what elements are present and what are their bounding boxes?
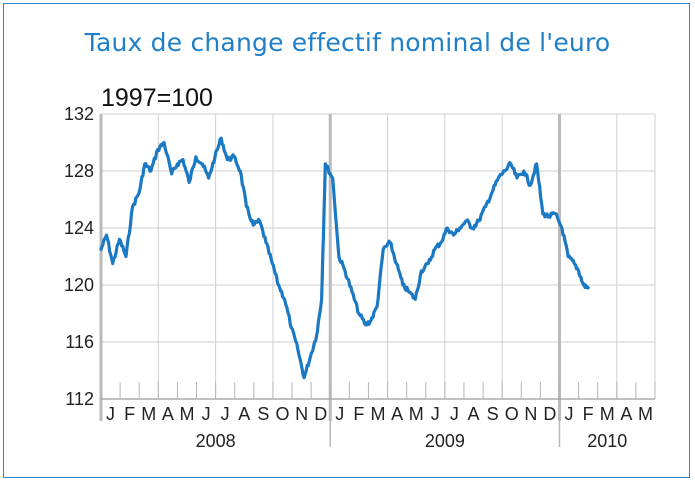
x-month-label: A (468, 404, 480, 424)
x-month-label: N (524, 404, 537, 424)
x-month-label: M (409, 404, 424, 424)
x-month-label: J (565, 404, 574, 424)
x-month-label: O (505, 404, 519, 424)
x-month-label: A (620, 404, 632, 424)
x-year-label: 2008 (196, 431, 236, 451)
y-tick-label: 120 (64, 275, 94, 295)
y-tick-label: 124 (64, 218, 94, 238)
x-month-label: F (583, 404, 594, 424)
x-month-label: A (391, 404, 403, 424)
x-month-label: F (353, 404, 364, 424)
x-month-label: J (202, 404, 211, 424)
y-tick-label: 112 (65, 389, 94, 409)
x-month-label: M (179, 404, 194, 424)
x-month-label: D (543, 404, 556, 424)
unit-label: 1997=100 (101, 84, 213, 112)
x-month-label: J (221, 404, 230, 424)
x-year-label: 2009 (425, 431, 465, 451)
x-month-label: N (295, 404, 308, 424)
x-month-label: M (141, 404, 156, 424)
x-month-label: S (487, 404, 499, 424)
x-year-label: 2010 (587, 431, 627, 451)
series-line (99, 136, 590, 380)
chart-title: Taux de change effectif nominal de l'eur… (84, 28, 611, 57)
x-month-label: A (238, 404, 250, 424)
x-month-label: J (106, 404, 115, 424)
y-tick-label: 116 (65, 332, 94, 352)
x-month-label: J (431, 404, 440, 424)
x-month-label: M (371, 404, 386, 424)
x-month-label: S (257, 404, 269, 424)
x-month-label: M (638, 404, 653, 424)
x-month-label: O (275, 404, 289, 424)
x-month-label: D (314, 404, 327, 424)
x-month-label: M (600, 404, 615, 424)
x-month-label: F (124, 404, 135, 424)
x-month-label: J (450, 404, 459, 424)
y-tick-label: 128 (64, 161, 94, 181)
y-tick-label: 132 (64, 104, 94, 124)
x-month-label: J (335, 404, 344, 424)
x-month-label: A (162, 404, 174, 424)
